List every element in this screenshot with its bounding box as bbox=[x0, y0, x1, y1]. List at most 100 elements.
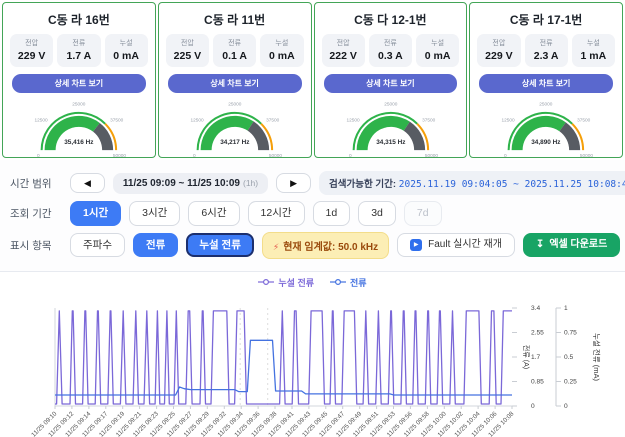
stat-value: 222 V bbox=[329, 50, 357, 62]
play-icon: ▶ bbox=[410, 239, 423, 252]
svg-text:1: 1 bbox=[564, 305, 568, 312]
stat-value: 0 mA bbox=[424, 50, 451, 62]
legend-leak-current[interactable]: 누설 전류 bbox=[258, 276, 314, 289]
leak-stat: 누설 1 mA bbox=[571, 34, 615, 67]
stat-value: 229 V bbox=[17, 50, 46, 62]
svg-text:0.75: 0.75 bbox=[564, 329, 577, 336]
device-card-1: C동 라 16번 전압 229 V 전류 1.7 A 누설 0 mA 상세 차트… bbox=[2, 2, 156, 158]
excel-download-button[interactable]: ↧ 엑셀 다운로드 bbox=[522, 233, 621, 258]
detail-chart-button[interactable]: 상세 차트 보기 bbox=[323, 74, 458, 93]
current-stat: 전류 0.1 A bbox=[213, 34, 257, 67]
svg-text:25000: 25000 bbox=[72, 101, 85, 107]
period-3h-button[interactable]: 3시간 bbox=[129, 201, 181, 226]
detail-chart-button[interactable]: 상세 차트 보기 bbox=[12, 74, 146, 93]
svg-text:34,315 Hz: 34,315 Hz bbox=[376, 139, 405, 146]
next-range-button[interactable]: ▶ bbox=[276, 172, 312, 194]
chevron-right-icon: ▶ bbox=[290, 177, 298, 188]
display-items-row: 표시 항목 주파수 전류 누설 전류 ⚡ 현재 임계값: 50.0 kHz ▶ Fa… bbox=[10, 231, 621, 259]
device-title: C동 다 12-1번 bbox=[354, 13, 427, 27]
stat-value: 1.7 A bbox=[66, 50, 92, 62]
svg-text:37500: 37500 bbox=[266, 117, 279, 123]
period-1h-button[interactable]: 1시간 bbox=[70, 201, 122, 226]
time-range-row: 시간 범위 ◀ 11/25 09:09 ~ 11/25 10:09 (1h) ▶ … bbox=[10, 171, 625, 195]
svg-text:37500: 37500 bbox=[422, 117, 435, 123]
leak-current-toggle-button[interactable]: 누설 전류 bbox=[186, 232, 254, 258]
available-period-label: 검색가능한 기간: bbox=[329, 179, 397, 190]
prev-range-button[interactable]: ◀ bbox=[70, 172, 105, 194]
frequency-gauge: 0 12500 25000 37500 50000 34,217 Hz bbox=[159, 96, 311, 158]
svg-text:37500: 37500 bbox=[577, 117, 590, 123]
svg-text:50000: 50000 bbox=[113, 153, 126, 158]
period-12h-button[interactable]: 12시간 bbox=[247, 201, 305, 226]
stat-value: 225 V bbox=[173, 50, 202, 62]
svg-text:50000: 50000 bbox=[580, 153, 593, 158]
leak-stat: 누설 0 mA bbox=[260, 34, 304, 67]
device-card-3: C동 다 12-1번 전압 222 V 전류 0.3 A 누설 0 mA 상세 … bbox=[313, 2, 468, 158]
stat-label: 누설 bbox=[119, 40, 133, 47]
frequency-gauge: 0 12500 25000 37500 50000 35,416 Hz bbox=[3, 96, 155, 158]
chart-section: 누설 전류 전류 11/25 09:10 11/25 09:12 11/25 09:… bbox=[0, 271, 625, 437]
device-card-row: C동 라 16번 전압 229 V 전류 1.7 A 누설 0 mA 상세 차트… bbox=[0, 0, 625, 160]
current-stat: 전류 2.3 A bbox=[524, 34, 568, 67]
detail-chart-button[interactable]: 상세 차트 보기 bbox=[479, 74, 613, 93]
svg-text:1.7: 1.7 bbox=[531, 354, 540, 361]
detail-chart-button[interactable]: 상세 차트 보기 bbox=[167, 74, 302, 93]
stat-value: 2.3 A bbox=[533, 50, 559, 62]
svg-text:전류 (A): 전류 (A) bbox=[522, 345, 531, 369]
frequency-toggle-button[interactable]: 주파수 bbox=[70, 232, 125, 258]
chevron-left-icon: ◀ bbox=[84, 177, 91, 188]
leak-stat: 누설 0 mA bbox=[104, 34, 148, 67]
display-items-label: 표시 항목 bbox=[10, 239, 52, 252]
svg-text:0.85: 0.85 bbox=[531, 378, 544, 385]
stat-row: 전압 229 V 전류 1.7 A 누설 0 mA bbox=[3, 34, 155, 67]
stat-value: 0.1 A bbox=[222, 50, 247, 62]
device-card-4: C동 라 17-1번 전압 229 V 전류 2.3 A 누설 1 mA 상세 … bbox=[469, 2, 623, 158]
stat-label: 누설 bbox=[586, 40, 600, 47]
stat-value: 229 V bbox=[485, 50, 513, 62]
svg-text:0: 0 bbox=[504, 153, 507, 158]
period-7d-button[interactable]: 7d bbox=[403, 201, 442, 226]
legend-marker-icon bbox=[258, 278, 275, 286]
svg-text:0: 0 bbox=[531, 403, 535, 410]
period-1d-button[interactable]: 1d bbox=[312, 201, 351, 226]
voltage-stat: 전압 222 V bbox=[321, 34, 365, 67]
stat-label: 전류 bbox=[539, 40, 553, 47]
stat-row: 전압 225 V 전류 0.1 A 누설 0 mA bbox=[159, 34, 311, 67]
svg-text:0: 0 bbox=[564, 403, 568, 410]
time-range-label: 시간 범위 bbox=[10, 177, 52, 190]
query-period-label: 조회 기간 bbox=[10, 207, 52, 220]
stat-row: 전압 229 V 전류 2.3 A 누설 1 mA bbox=[470, 34, 622, 67]
svg-text:0.5: 0.5 bbox=[564, 354, 573, 361]
current-toggle-button[interactable]: 전류 bbox=[132, 232, 179, 258]
svg-text:25000: 25000 bbox=[540, 101, 553, 107]
available-period-value: 2025.11.19 09:04:05 ~ 2025.11.25 10:08:4… bbox=[398, 179, 625, 190]
legend-current[interactable]: 전류 bbox=[330, 276, 367, 289]
stat-label: 누설 bbox=[275, 40, 289, 47]
svg-text:12500: 12500 bbox=[346, 117, 359, 123]
svg-text:25000: 25000 bbox=[228, 101, 241, 107]
voltage-stat: 전압 229 V bbox=[477, 34, 521, 67]
lightning-icon: ⚡ bbox=[272, 241, 280, 252]
period-3d-button[interactable]: 3d bbox=[358, 201, 396, 226]
chart-legend: 누설 전류 전류 bbox=[0, 272, 625, 290]
svg-text:12500: 12500 bbox=[502, 117, 515, 123]
frequency-gauge: 0 12500 25000 37500 50000 34,890 Hz bbox=[470, 96, 622, 158]
stat-value: 0 mA bbox=[113, 50, 139, 62]
download-icon: ↧ bbox=[535, 239, 545, 251]
svg-text:0: 0 bbox=[37, 153, 40, 158]
period-6h-button[interactable]: 6시간 bbox=[188, 201, 240, 226]
device-card-2: C동 라 11번 전압 225 V 전류 0.1 A 누설 0 mA 상세 차트… bbox=[157, 2, 312, 158]
svg-text:0: 0 bbox=[348, 153, 351, 158]
stat-row: 전압 222 V 전류 0.3 A 누설 0 mA bbox=[315, 34, 467, 67]
stat-value: 0.3 A bbox=[378, 50, 403, 62]
svg-text:2.55: 2.55 bbox=[531, 329, 544, 336]
control-panel: 시간 범위 ◀ 11/25 09:09 ~ 11/25 10:09 (1h) ▶ … bbox=[0, 160, 625, 272]
svg-text:0: 0 bbox=[193, 153, 196, 158]
svg-text:누설 전류 (mA): 누설 전류 (mA) bbox=[592, 333, 602, 382]
stat-label: 전압 bbox=[180, 40, 194, 47]
device-title: C동 라 16번 bbox=[47, 13, 110, 27]
svg-text:25000: 25000 bbox=[384, 101, 397, 107]
voltage-stat: 전압 229 V bbox=[10, 34, 54, 67]
fault-resume-button[interactable]: ▶ Fault 실시간 재개 bbox=[397, 233, 515, 258]
